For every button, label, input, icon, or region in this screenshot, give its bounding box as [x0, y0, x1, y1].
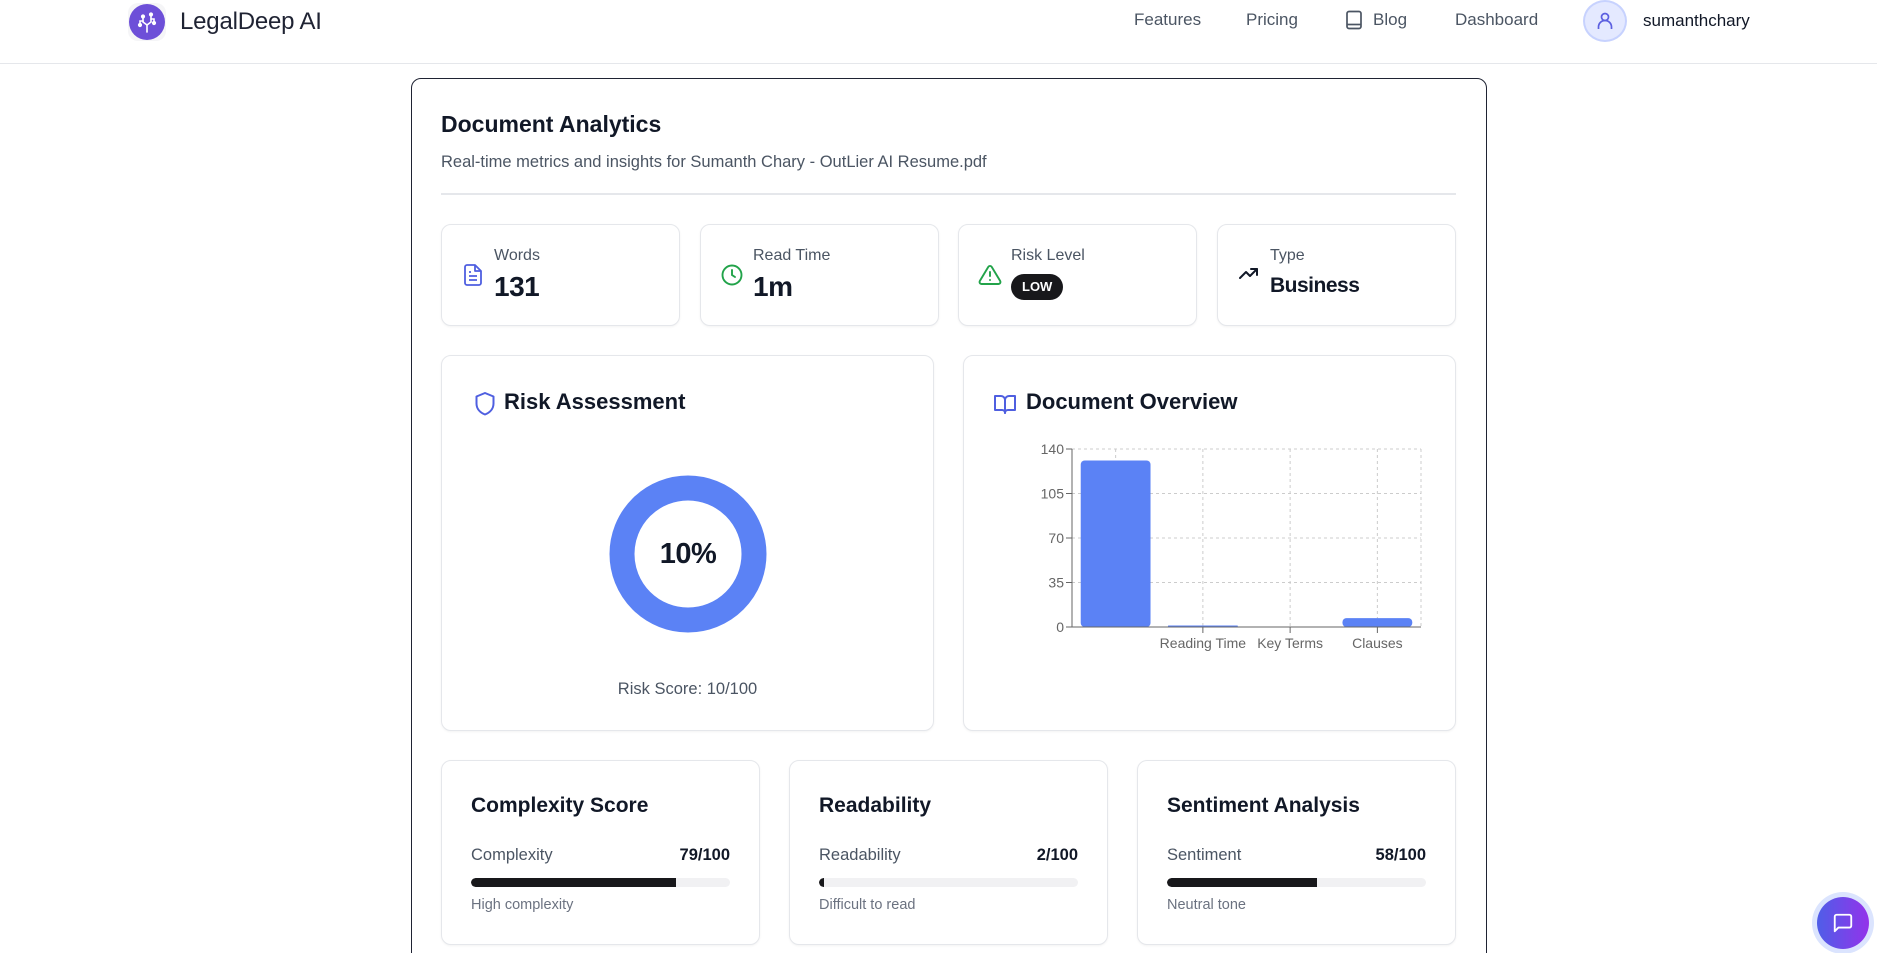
- risk-level-badge: LOW: [1011, 274, 1064, 300]
- y-tick-label: 70: [1048, 530, 1064, 546]
- y-tick-label: 0: [1056, 619, 1064, 635]
- divider: [441, 193, 1456, 195]
- chat-button[interactable]: [1817, 897, 1869, 949]
- brand-name: LegalDeep AI: [180, 8, 322, 35]
- metric-note: Neutral tone: [1167, 897, 1246, 913]
- stat-card-words: Words 131: [441, 224, 680, 326]
- book-open-icon: [994, 395, 1016, 414]
- risk-assessment-card: Risk Assessment 10% Risk Score: 10/100: [441, 355, 934, 731]
- top-navbar: LegalDeep AI Features Pricing Blog Dashb…: [0, 0, 1877, 64]
- book-icon: [1346, 10, 1362, 30]
- metric-value: 58/100: [1375, 846, 1426, 864]
- y-tick-label: 140: [1041, 441, 1065, 457]
- progress-track: [1167, 878, 1426, 887]
- metric-note: Difficult to read: [819, 897, 916, 913]
- risk-percent: 10%: [659, 537, 717, 570]
- trending-up-icon: [1239, 268, 1258, 279]
- nav-features[interactable]: Features: [1134, 10, 1202, 29]
- metric-value: 2/100: [1036, 846, 1078, 864]
- stat-label: Risk Level: [1011, 247, 1085, 264]
- risk-donut-chart: 10%: [609, 475, 767, 633]
- brand-logo-link[interactable]: LegalDeep AI: [128, 3, 322, 41]
- risk-donut-ring: [609, 475, 767, 633]
- card-title: Risk Assessment: [504, 389, 686, 414]
- file-text-icon: [464, 264, 482, 286]
- progress-fill: [1167, 878, 1318, 887]
- metric-title: Readability: [819, 794, 932, 817]
- card-title: Document Overview: [1026, 389, 1238, 414]
- bar-words: [1080, 460, 1151, 627]
- y-tick-label: 105: [1041, 486, 1065, 502]
- nav-pricing[interactable]: Pricing: [1246, 10, 1298, 29]
- user-icon: [1597, 12, 1613, 29]
- alert-triangle-icon: [978, 265, 1002, 285]
- stat-card-read-time: Read Time 1m: [700, 224, 939, 326]
- risk-score-text: Risk Score: 10/100: [617, 680, 758, 698]
- stat-card-risk-level: Risk Level LOW: [958, 224, 1197, 326]
- metric-note: High complexity: [471, 897, 574, 913]
- metric-title: Complexity Score: [471, 794, 649, 817]
- user-avatar-button[interactable]: [1583, 0, 1627, 42]
- stat-value: 1m: [753, 271, 793, 302]
- progress-fill: [819, 878, 825, 887]
- metric-value: 79/100: [679, 846, 730, 864]
- stat-label: Words: [494, 247, 540, 264]
- stat-label: Type: [1270, 247, 1305, 264]
- progress-track: [471, 878, 730, 887]
- username[interactable]: sumanthchary: [1643, 11, 1750, 30]
- stat-value: 131: [494, 271, 540, 302]
- y-tick-label: 35: [1048, 575, 1064, 591]
- progress-fill: [471, 878, 676, 887]
- document-overview-card: Document Overview 0 35 70 105 140 Reading Tim…: [963, 355, 1456, 731]
- progress-track: [819, 878, 1078, 887]
- metric-label: Complexity: [471, 846, 553, 864]
- x-tick-label: Clauses: [1352, 635, 1403, 651]
- stat-label: Read Time: [753, 247, 831, 264]
- page-title: Document Analytics: [441, 111, 662, 137]
- x-tick-label: Reading Time: [1160, 635, 1247, 651]
- metric-title: Sentiment Analysis: [1167, 794, 1360, 817]
- page-subtitle: Real-time metrics and insights for Suman…: [441, 153, 987, 171]
- metric-label: Sentiment: [1167, 846, 1242, 864]
- circuit-tree-icon: [128, 3, 166, 41]
- readability-card: Readability Readability 2/100 Difficult …: [789, 760, 1108, 945]
- stat-card-type: Type Business: [1217, 224, 1456, 326]
- bar-clauses: [1342, 618, 1413, 627]
- sentiment-card: Sentiment Analysis Sentiment 58/100 Neut…: [1137, 760, 1456, 945]
- stat-value: Business: [1270, 274, 1360, 297]
- nav-blog[interactable]: Blog: [1345, 10, 1407, 30]
- message-square-icon: [1833, 913, 1853, 933]
- nav-dashboard[interactable]: Dashboard: [1455, 10, 1539, 29]
- clock-icon: [721, 264, 743, 286]
- document-overview-bar-chart: 0 35 70 105 140 Reading Time Key Terms Clauses: [1041, 441, 1422, 651]
- shield-icon: [475, 392, 495, 416]
- x-tick-label: Key Terms: [1257, 635, 1323, 651]
- metric-label: Readability: [819, 846, 901, 864]
- complexity-card: Complexity Score Complexity 79/100 High …: [441, 760, 760, 945]
- nav-blog-label: Blog: [1373, 10, 1408, 29]
